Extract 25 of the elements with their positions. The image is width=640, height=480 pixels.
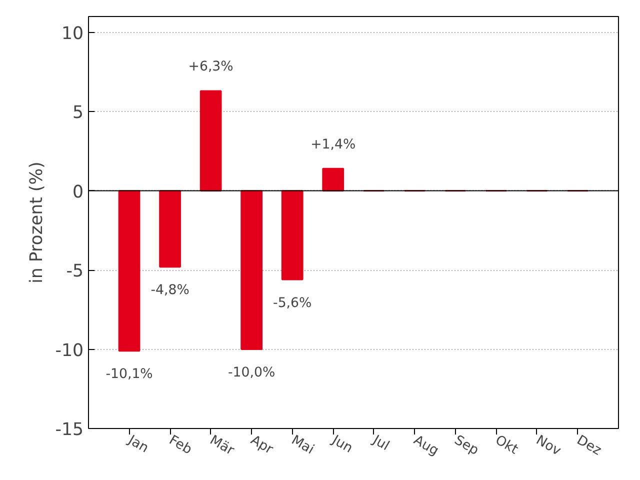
x-tick-label: Jun	[328, 432, 355, 456]
y-tick-label: -10	[55, 340, 84, 361]
x-tick-label: Nov	[533, 433, 564, 460]
data-label: -5,6%	[273, 296, 312, 311]
x-tick-label: Mär	[207, 433, 237, 459]
y-tick-label: -15	[55, 420, 84, 440]
x-tick-label: Jan	[124, 432, 151, 456]
x-tick-label: Apr	[248, 433, 276, 458]
data-label: +1,4%	[310, 137, 356, 152]
y-tick-label: 5	[72, 103, 84, 124]
x-tick-label: Mai	[288, 433, 316, 458]
x-tick-label: Okt	[492, 433, 520, 458]
x-tick-label: Aug	[410, 433, 441, 460]
data-label: +6,3%	[188, 60, 234, 75]
y-tick-label: 0	[72, 182, 84, 202]
x-tick-label: Dez	[574, 433, 604, 459]
data-label: -4,8%	[150, 283, 190, 298]
y-tick-label: 10	[61, 24, 84, 44]
x-tick-label: Sep	[452, 433, 481, 459]
data-label: -10,1%	[106, 367, 153, 382]
y-axis-title: in Prozent (%)	[27, 162, 48, 284]
x-tick-label: Jul	[369, 432, 392, 454]
data-label: -10,0%	[228, 366, 276, 381]
x-tick-label: Feb	[166, 433, 194, 458]
y-tick-label: -5	[66, 262, 84, 282]
